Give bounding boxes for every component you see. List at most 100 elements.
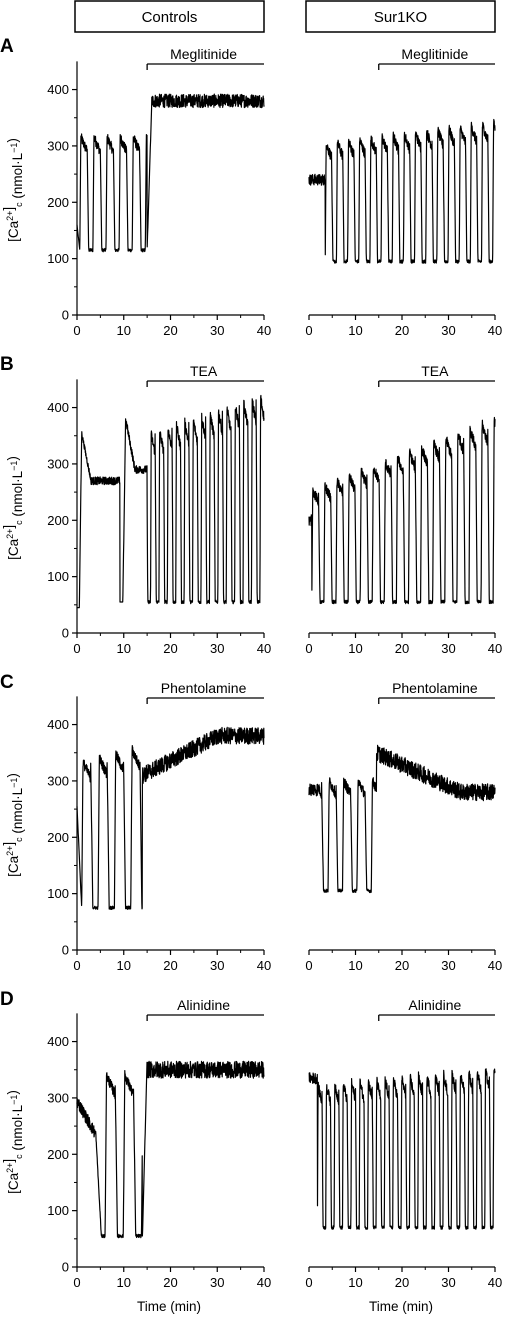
y-axis-title-part: 2+ bbox=[5, 846, 15, 856]
ca-trace-series bbox=[76, 394, 265, 609]
y-tick-label: 300 bbox=[47, 138, 69, 153]
x-tick-label: 20 bbox=[163, 958, 177, 973]
x-tick-label: 0 bbox=[73, 641, 80, 656]
ca-trace-series bbox=[76, 726, 265, 911]
panel-letter: A bbox=[0, 36, 14, 57]
y-tick-label: 400 bbox=[47, 717, 69, 732]
y-axis-title-part: ] bbox=[1, 842, 16, 846]
x-tick-label: 20 bbox=[395, 323, 409, 338]
y-axis-title-part: 2+ bbox=[5, 1163, 15, 1173]
y-axis-title-part: ) bbox=[5, 1090, 20, 1095]
x-tick-label: 20 bbox=[163, 1275, 177, 1290]
y-axis-title-part: (nmol·L bbox=[10, 470, 25, 520]
y-tick-label: 0 bbox=[62, 1260, 69, 1275]
y-tick-label: 0 bbox=[62, 943, 69, 958]
x-tick-label: 20 bbox=[163, 641, 177, 656]
x-tick-label: 40 bbox=[488, 958, 502, 973]
y-tick-label: 100 bbox=[47, 569, 69, 584]
y-axis-title-part: [Ca bbox=[6, 855, 21, 877]
chart-A-controls: 0 100 200 300 400 0 10 20 30 40 Meglitinide A [Ca2+]… bbox=[0, 36, 271, 338]
drug-label: TEA bbox=[421, 363, 449, 379]
y-tick-label: 100 bbox=[47, 251, 69, 266]
chart-D-sur1ko: 0 10 20 30 40 Alinidine bbox=[305, 997, 502, 1290]
panel-letter: B bbox=[0, 354, 14, 375]
y-axis-title-part: 2+ bbox=[5, 211, 15, 221]
column-header-sur1ko-label: Sur1KO bbox=[374, 9, 427, 26]
y-axis-title-part: −1 bbox=[9, 143, 19, 153]
y-tick-label: 300 bbox=[47, 773, 69, 788]
y-axis-title-part: (nmol·L bbox=[10, 152, 25, 202]
x-tick-label: 30 bbox=[441, 958, 455, 973]
y-tick-label: 200 bbox=[47, 830, 69, 845]
x-tick-label: 0 bbox=[305, 1275, 312, 1290]
x-tick-label: 0 bbox=[73, 958, 80, 973]
x-tick-label: 40 bbox=[488, 1275, 502, 1290]
drug-label: Alinidine bbox=[408, 997, 461, 1013]
drug-label: Phentolamine bbox=[161, 680, 247, 696]
y-tick-label: 100 bbox=[47, 886, 69, 901]
y-axis-title-part: 2+ bbox=[5, 529, 15, 539]
x-tick-label: 20 bbox=[395, 958, 409, 973]
x-tick-label: 30 bbox=[210, 1275, 224, 1290]
ca-trace-series bbox=[76, 1060, 265, 1239]
y-tick-label: 200 bbox=[47, 1147, 69, 1162]
y-tick-label: 200 bbox=[47, 195, 69, 210]
ca-trace-series bbox=[308, 1068, 496, 1230]
y-axis-title: [Ca2+]c (nmol·L−1) bbox=[1, 773, 25, 877]
y-axis-title-part: c bbox=[14, 520, 24, 525]
x-tick-label: 30 bbox=[441, 323, 455, 338]
y-tick-label: 300 bbox=[47, 1090, 69, 1105]
y-axis-title-part: ) bbox=[5, 773, 20, 778]
x-tick-label: 30 bbox=[441, 1275, 455, 1290]
chart-C-controls: 0 100 200 300 400 0 10 20 30 40 Phentolamine C [Ca2+… bbox=[0, 672, 271, 973]
y-axis-title-part: ) bbox=[5, 138, 20, 143]
x-tick-label: 0 bbox=[305, 958, 312, 973]
drug-label: Meglitinide bbox=[170, 46, 237, 62]
y-tick-label: 400 bbox=[47, 400, 69, 415]
x-tick-label: 30 bbox=[210, 958, 224, 973]
drug-label: Meglitinide bbox=[401, 46, 468, 62]
x-tick-label: 40 bbox=[257, 1275, 271, 1290]
chart-C-sur1ko: 0 10 20 30 40 Phentolamine bbox=[305, 680, 502, 973]
y-tick-label: 400 bbox=[47, 1034, 69, 1049]
y-axis-title-part: (nmol·L bbox=[10, 1104, 25, 1154]
x-tick-label: 20 bbox=[395, 641, 409, 656]
chart-B-sur1ko: 0 10 20 30 40 TEA bbox=[305, 363, 502, 656]
y-axis-title-part: −1 bbox=[9, 778, 19, 788]
x-tick-label: 40 bbox=[488, 323, 502, 338]
y-tick-label: 100 bbox=[47, 1203, 69, 1218]
x-tick-label: 10 bbox=[117, 323, 131, 338]
panel-letter: D bbox=[0, 989, 14, 1010]
y-axis-title: [Ca2+]c (nmol·L−1) bbox=[1, 138, 25, 242]
y-axis-title-part: c bbox=[14, 202, 24, 207]
x-tick-label: 0 bbox=[305, 323, 312, 338]
x-tick-label: 30 bbox=[441, 641, 455, 656]
y-axis-title-part: ] bbox=[1, 1159, 16, 1163]
x-tick-label: 0 bbox=[73, 1275, 80, 1290]
x-tick-label: 30 bbox=[210, 323, 224, 338]
y-axis-title-part: −1 bbox=[9, 1095, 19, 1105]
drug-label: Phentolamine bbox=[392, 680, 478, 696]
y-axis-title-part: ) bbox=[5, 456, 20, 461]
x-tick-label: 10 bbox=[348, 958, 362, 973]
y-axis-title-part: ] bbox=[1, 207, 16, 211]
x-axis-title-controls: Time (min) bbox=[137, 1299, 201, 1314]
chart-D-controls: 0 100 200 300 400 0 10 20 30 40 Alinidine D [Ca2+]c … bbox=[0, 989, 271, 1290]
y-tick-label: 0 bbox=[62, 626, 69, 641]
ca-trace-series bbox=[308, 744, 496, 894]
column-header-controls-label: Controls bbox=[142, 9, 198, 26]
y-axis-title-part: −1 bbox=[9, 461, 19, 471]
x-tick-label: 10 bbox=[117, 958, 131, 973]
y-axis-title-part: ] bbox=[1, 525, 16, 529]
x-tick-label: 10 bbox=[348, 641, 362, 656]
ca-trace-series bbox=[308, 416, 496, 605]
column-header-sur1ko: Sur1KO bbox=[305, 0, 496, 33]
x-tick-label: 40 bbox=[257, 958, 271, 973]
y-axis-title: [Ca2+]c (nmol·L−1) bbox=[1, 456, 25, 560]
y-axis-title-part: c bbox=[14, 1154, 24, 1159]
y-tick-label: 200 bbox=[47, 513, 69, 528]
x-tick-label: 40 bbox=[257, 323, 271, 338]
y-axis-title: [Ca2+]c (nmol·L−1) bbox=[1, 1090, 25, 1194]
